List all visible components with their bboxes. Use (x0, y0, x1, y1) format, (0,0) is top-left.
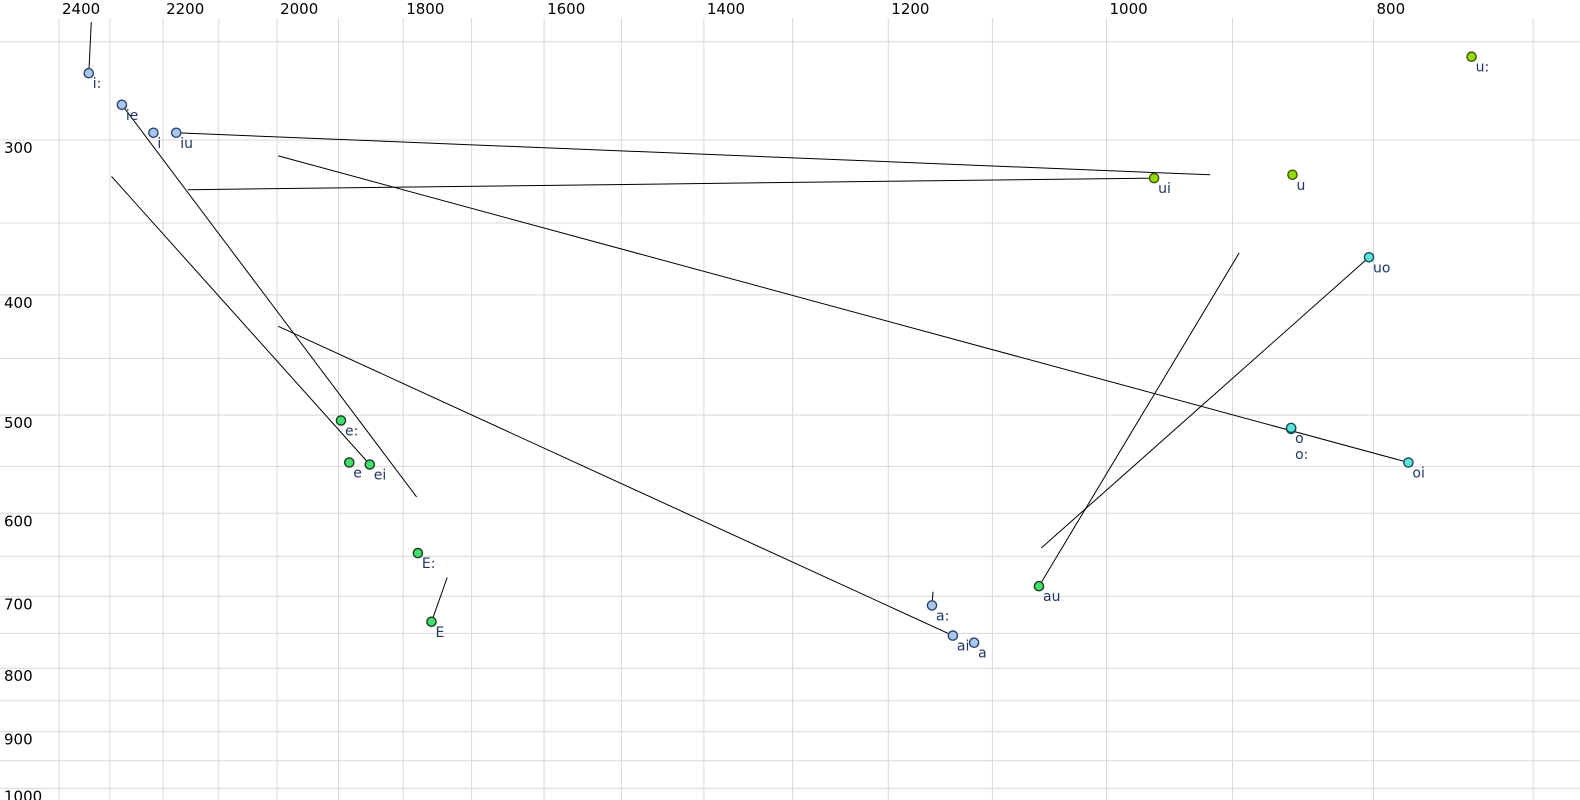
vowel-label-uo: uo (1373, 260, 1390, 276)
x-tick-label-1000: 1000 (1110, 0, 1148, 18)
trajectory-oi (278, 155, 1409, 463)
x-tick-label-1600: 1600 (547, 0, 585, 18)
y-tick-label-600: 600 (4, 512, 33, 530)
vowel-point-i: (83, 67, 95, 79)
vowel-point-a (968, 637, 980, 649)
vowel-points (83, 51, 1477, 649)
vowel-point-i (148, 127, 159, 139)
vowel-point-ui (1148, 172, 1160, 184)
vowel-label-E:: E: (422, 556, 436, 572)
vowel-point-a: (926, 600, 938, 611)
vowel-point-ei (364, 459, 376, 470)
vowel-label-au: au (1043, 589, 1060, 605)
y-tick-label-500: 500 (4, 414, 33, 432)
vowel-label-u: u (1297, 178, 1306, 194)
trajectory-ei (111, 176, 371, 465)
vowel-label-iu: iu (180, 136, 193, 152)
x-tick-label-2000: 2000 (280, 0, 318, 18)
vowel-label-oi: oi (1412, 466, 1424, 482)
y-tick-label-700: 700 (4, 595, 33, 613)
vowel-label-E: E (436, 625, 445, 641)
trajectory-ai (278, 325, 954, 637)
vowel-label-ei: ei (374, 468, 387, 484)
vowel-label-ie: ie (126, 108, 139, 124)
vowel-labels: i: ie i iu e: e ei E: Ea: ai a au ui u u: uo o:o oi (93, 60, 1489, 662)
vowel-point-e: (335, 415, 347, 426)
trajectory-au (1038, 252, 1240, 587)
vowel-label-ui: ui (1158, 181, 1171, 197)
trajectory-E (431, 577, 448, 622)
vowel-label-e:: e: (345, 424, 358, 440)
trajectory-ie (121, 104, 417, 498)
vowel-point-u: (1466, 51, 1477, 63)
vowel-point-u (1287, 169, 1298, 181)
y-tick-label-900: 900 (4, 731, 33, 749)
vowel-label-o: o (1295, 431, 1304, 447)
vowel-label-i: i (157, 136, 161, 152)
trajectory-ui (187, 177, 1155, 191)
vowel-point-ie (116, 99, 128, 111)
vowel-point-uo (1363, 251, 1375, 263)
vowel-point-ai (947, 630, 959, 641)
vowel-point-iu (170, 127, 182, 139)
vowel-label-a:: a: (936, 608, 949, 624)
vowel-label-ai: ai (957, 639, 969, 655)
vowel-label-u:: u: (1476, 60, 1490, 76)
vowel-point-E (426, 616, 437, 628)
x-tick-label-2400: 2400 (62, 0, 100, 18)
x-tick-label-1200: 1200 (891, 0, 929, 18)
vowel-point-e (343, 457, 355, 468)
x-tick-label-2200: 2200 (166, 0, 204, 18)
x-tick-label-800: 800 (1377, 0, 1406, 18)
vowel-point-au (1033, 580, 1045, 592)
x-tick-label-1400: 1400 (707, 0, 745, 18)
trajectory-i: (88, 22, 92, 74)
y-tick-label-400: 400 (4, 294, 33, 312)
trajectory-uo (1040, 256, 1370, 549)
vowel-label-i:: i: (93, 76, 102, 92)
gridlines (0, 18, 1580, 800)
vowel-label-o:: o: (1295, 447, 1308, 463)
y-tick-label-300: 300 (4, 139, 33, 157)
y-tick-label-1000: 1000 (4, 787, 42, 800)
vowel-label-e: e (353, 466, 362, 482)
y-axis-tick-labels: 300 400 500 600 700 800 900 1000 (4, 139, 42, 800)
vowel-point-E: (412, 547, 424, 559)
vowel-point-oi (1403, 457, 1414, 468)
x-axis-tick-labels: 2400 2200 2000 1800 1600 1400 1200 1000 800 (62, 0, 1405, 18)
vowel-point-o (1285, 422, 1297, 434)
trajectory-lines (88, 22, 1409, 637)
trajectory-iu (176, 132, 1211, 176)
vowel-label-a: a (978, 646, 987, 662)
x-tick-label-1800: 1800 (406, 0, 444, 18)
y-tick-label-800: 800 (4, 667, 33, 685)
